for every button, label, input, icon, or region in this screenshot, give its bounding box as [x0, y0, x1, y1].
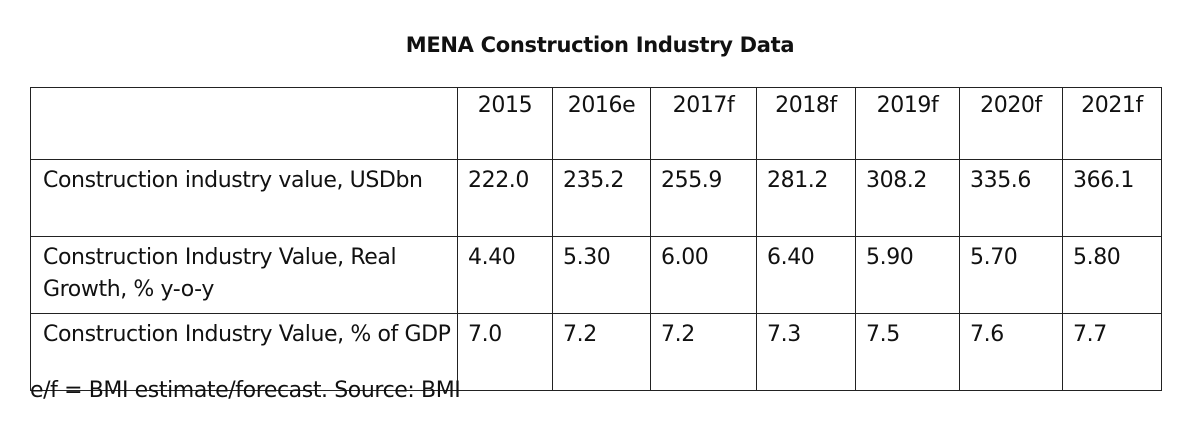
table-cell: 7.6 — [959, 313, 1063, 391]
table-cell: 7.5 — [855, 313, 960, 391]
column-header-2017f: 2017f — [650, 87, 757, 160]
table-row: Construction industry value, USDbn 222.0… — [30, 159, 1162, 237]
table-cell: 308.2 — [855, 159, 960, 237]
table-cell: 6.00 — [650, 236, 757, 314]
table-cell: 5.70 — [959, 236, 1063, 314]
table-cell: 366.1 — [1062, 159, 1162, 237]
table-cell: 7.2 — [552, 313, 651, 391]
table-title: MENA Construction Industry Data — [405, 33, 795, 57]
table-cell: 255.9 — [650, 159, 757, 237]
row-label: Construction industry value, USDbn — [30, 159, 458, 237]
construction-data-table: 2015 2016e 2017f 2018f 2019f 2020f 2021f… — [30, 87, 1162, 391]
table-cell: 335.6 — [959, 159, 1063, 237]
table-cell: 4.40 — [457, 236, 553, 314]
table-row: Construction Industry Value, Real Growth… — [30, 236, 1162, 314]
table-cell: 7.3 — [756, 313, 856, 391]
table-cell: 5.80 — [1062, 236, 1162, 314]
table-cell: 7.0 — [457, 313, 553, 391]
table-cell: 235.2 — [552, 159, 651, 237]
column-header-2018f: 2018f — [756, 87, 856, 160]
row-label: Construction Industry Value, Real Growth… — [30, 236, 458, 314]
column-header-2021f: 2021f — [1062, 87, 1162, 160]
table-cell: 222.0 — [457, 159, 553, 237]
column-header-2015: 2015 — [457, 87, 553, 160]
table-cell: 6.40 — [756, 236, 856, 314]
table-cell: 7.2 — [650, 313, 757, 391]
column-header-2020f: 2020f — [959, 87, 1063, 160]
source-note: e/f = BMI estimate/forecast. Source: BMI — [30, 378, 461, 403]
column-header-2016e: 2016e — [552, 87, 651, 160]
table-cell: 281.2 — [756, 159, 856, 237]
table-cell: 5.30 — [552, 236, 651, 314]
row-label: Construction Industry Value, % of GDP — [30, 313, 458, 391]
table-cell: 7.7 — [1062, 313, 1162, 391]
corner-cell — [30, 87, 458, 160]
column-header-2019f: 2019f — [855, 87, 960, 160]
header-row: 2015 2016e 2017f 2018f 2019f 2020f 2021f — [30, 87, 1162, 160]
table-cell: 5.90 — [855, 236, 960, 314]
table-row: Construction Industry Value, % of GDP 7.… — [30, 313, 1162, 391]
